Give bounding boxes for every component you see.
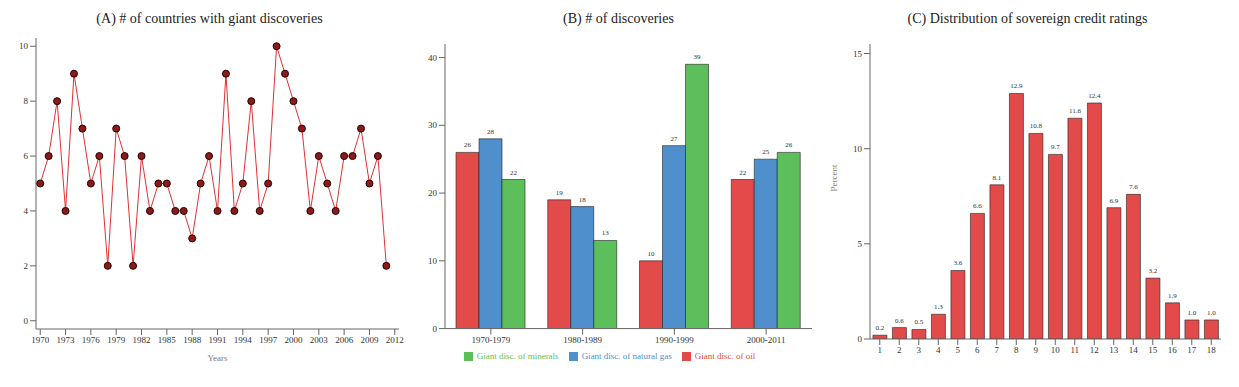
- svg-text:39: 39: [694, 53, 702, 61]
- svg-text:8: 8: [1014, 345, 1019, 355]
- svg-text:1.0: 1.0: [1207, 309, 1216, 317]
- svg-text:1: 1: [878, 345, 883, 355]
- svg-text:2009: 2009: [360, 335, 379, 345]
- svg-text:1973: 1973: [57, 335, 76, 345]
- svg-text:1990-1999: 1990-1999: [655, 335, 694, 345]
- svg-text:13: 13: [1109, 345, 1119, 355]
- svg-text:Years: Years: [207, 353, 228, 363]
- svg-text:12.9: 12.9: [1010, 82, 1023, 90]
- html-text:Giant disc. of minerals: Giant disc. of minerals: [476, 350, 559, 361]
- svg-text:0: 0: [858, 334, 863, 344]
- html-text:Giant disc. of natural gas: Giant disc. of natural gas: [581, 350, 672, 361]
- svg-text:5: 5: [858, 239, 863, 249]
- svg-text:15: 15: [1148, 345, 1158, 355]
- html-text:Giant disc. of oil: Giant disc. of oil: [694, 350, 756, 361]
- svg-text:1985: 1985: [158, 335, 177, 345]
- svg-text:9: 9: [1034, 345, 1039, 355]
- svg-text:26: 26: [785, 141, 793, 149]
- svg-text:1980-1989: 1980-1989: [563, 335, 602, 345]
- svg-text:9.7: 9.7: [1051, 143, 1060, 151]
- html-text:(C) Distribution of sovereign: (C) Distribution of sovereign credit rat…: [907, 11, 1148, 26]
- svg-text:6: 6: [24, 151, 29, 161]
- svg-text:2000-2011: 2000-2011: [747, 335, 786, 345]
- svg-text:13: 13: [602, 229, 610, 237]
- svg-text:1991: 1991: [209, 335, 227, 345]
- svg-text:22: 22: [510, 169, 518, 177]
- svg-text:7: 7: [995, 345, 1000, 355]
- svg-text:3.2: 3.2: [1149, 267, 1158, 275]
- svg-text:18: 18: [1207, 345, 1217, 355]
- svg-text:28: 28: [487, 128, 495, 136]
- svg-text:1997: 1997: [259, 335, 278, 345]
- svg-text:12: 12: [1090, 345, 1099, 355]
- svg-text:10: 10: [1051, 345, 1061, 355]
- svg-text:25: 25: [762, 148, 770, 156]
- svg-text:10.8: 10.8: [1030, 122, 1043, 130]
- svg-text:3.6: 3.6: [954, 259, 963, 267]
- svg-text:6.6: 6.6: [973, 202, 982, 210]
- svg-text:20: 20: [428, 188, 438, 198]
- svg-text:1994: 1994: [234, 335, 253, 345]
- svg-text:12.4: 12.4: [1088, 92, 1101, 100]
- svg-text:0.5: 0.5: [915, 318, 924, 326]
- svg-text:7.6: 7.6: [1129, 183, 1138, 191]
- svg-text:5: 5: [956, 345, 961, 355]
- svg-text:10: 10: [853, 144, 863, 154]
- svg-text:2003: 2003: [310, 335, 329, 345]
- svg-text:22: 22: [739, 169, 747, 177]
- svg-text:8.1: 8.1: [993, 174, 1002, 182]
- svg-text:1.0: 1.0: [1188, 309, 1197, 317]
- svg-text:26: 26: [464, 141, 472, 149]
- svg-text:27: 27: [671, 135, 679, 143]
- svg-text:8: 8: [24, 96, 29, 106]
- svg-text:17: 17: [1187, 345, 1197, 355]
- svg-text:10: 10: [648, 250, 656, 258]
- svg-text:1970-1979: 1970-1979: [471, 335, 510, 345]
- svg-text:11: 11: [1070, 345, 1079, 355]
- html-text:(B) # of discoveries: (B) # of discoveries: [563, 11, 674, 26]
- svg-text:4: 4: [936, 345, 941, 355]
- svg-text:16: 16: [1168, 345, 1178, 355]
- svg-text:6.9: 6.9: [1110, 197, 1119, 205]
- svg-text:14: 14: [1129, 345, 1139, 355]
- svg-text:2: 2: [24, 261, 29, 271]
- svg-text:1988: 1988: [183, 335, 202, 345]
- svg-text:0.6: 0.6: [895, 317, 904, 325]
- svg-text:4: 4: [24, 206, 29, 216]
- svg-text:Percent: Percent: [829, 164, 839, 191]
- svg-text:3: 3: [917, 345, 922, 355]
- html-text:(A) # of countries with giant: (A) # of countries with giant discoverie…: [96, 11, 323, 26]
- svg-text:1976: 1976: [82, 335, 101, 345]
- svg-text:0: 0: [433, 324, 438, 334]
- svg-text:1979: 1979: [107, 335, 126, 345]
- svg-text:0.2: 0.2: [876, 324, 885, 332]
- svg-text:2006: 2006: [335, 335, 354, 345]
- svg-text:19: 19: [556, 189, 564, 197]
- svg-text:2012: 2012: [386, 335, 404, 345]
- svg-text:2: 2: [897, 345, 902, 355]
- svg-text:10: 10: [428, 256, 438, 266]
- svg-text:11.6: 11.6: [1069, 107, 1081, 115]
- svg-text:1970: 1970: [31, 335, 50, 345]
- svg-text:10: 10: [19, 41, 29, 51]
- svg-text:1982: 1982: [133, 335, 151, 345]
- svg-text:2000: 2000: [284, 335, 303, 345]
- svg-text:1.9: 1.9: [1168, 292, 1177, 300]
- svg-text:6: 6: [975, 345, 980, 355]
- svg-text:30: 30: [428, 120, 438, 130]
- svg-text:18: 18: [579, 196, 587, 204]
- svg-text:0: 0: [24, 316, 29, 326]
- svg-text:15: 15: [853, 49, 863, 59]
- svg-text:1.3: 1.3: [934, 303, 943, 311]
- svg-text:40: 40: [428, 53, 438, 63]
